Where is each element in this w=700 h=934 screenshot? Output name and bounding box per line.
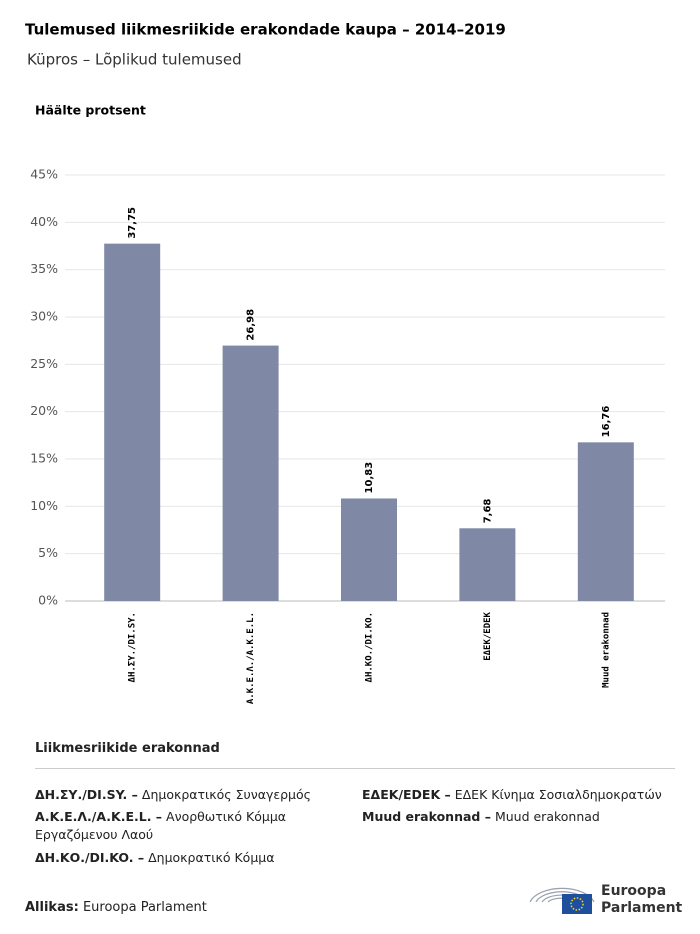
legend-abbr: Muud erakonnad – (362, 809, 491, 824)
x-tick-label: A.K.E.Λ./A.K.E.L. (246, 612, 256, 704)
legend-description: ΕΔΕΚ Κίνημα Σοσιαλδημοκρατών (454, 787, 662, 802)
chart-subtitle: Küpros – Lõplikud tulemused (27, 51, 242, 69)
value-label: 37,75 (127, 207, 138, 239)
y-tick-label: 30% (30, 309, 58, 324)
x-tick-label: ΔΗ.ΚΟ./DI.KO. (365, 612, 375, 682)
x-tick-label: ΔΗ.ΣΥ./DI.SY. (128, 612, 138, 682)
y-tick-label: 15% (30, 451, 58, 466)
legend-abbr: A.K.E.Λ./A.K.E.L. – (35, 809, 163, 824)
source-label: Allikas: (25, 900, 79, 915)
chart: Tulemused liikmesriikide erakondade kaup… (25, 21, 665, 704)
logo: Euroopa Parlament (529, 883, 683, 916)
y-tick-label: 0% (38, 593, 58, 608)
legend-item: ΔΗ.ΚΟ./DI.KO. – Δημοκρατικό Κόμμα (35, 849, 325, 867)
y-tick-label: 45% (30, 167, 58, 182)
legend-abbr: ΕΔΕΚ/EDEK – (362, 787, 451, 802)
legend-item: Muud erakonnad – Muud erakonnad (362, 808, 682, 826)
value-label: 10,83 (364, 462, 375, 494)
legend-item: ΕΔΕΚ/EDEK – ΕΔΕΚ Κίνημα Σοσιαλδημοκρατών (362, 786, 682, 804)
y-axis-label: Häälte protsent (35, 103, 146, 118)
divider (35, 768, 675, 769)
legend-description: Muud erakonnad (494, 809, 600, 824)
bar (104, 243, 161, 601)
bar (341, 498, 397, 601)
y-tick-label: 20% (30, 403, 58, 418)
legend-item: ΔΗ.ΣΥ./DI.SY. – Δημοκρατικός Συναγερμός (35, 786, 325, 804)
y-tick-label: 25% (30, 356, 58, 371)
y-tick-label: 5% (38, 545, 58, 560)
bar (222, 345, 279, 601)
legend-description: Ανορθωτικό Κόμμα Εργαζόμενου Λαού (35, 809, 287, 842)
legend-description: Δημοκρατικό Κόμμα (148, 850, 275, 865)
legend-abbr: ΔΗ.ΣΥ./DI.SY. – (35, 787, 138, 802)
x-tick-label: Muud erakonnad (601, 612, 611, 688)
chart-title: Tulemused liikmesriikide erakondade kaup… (25, 21, 506, 39)
legend-item: A.K.E.Λ./A.K.E.L. – Ανορθωτικό Κόμμα Εργ… (35, 808, 295, 844)
bar (459, 528, 516, 601)
bar (577, 442, 634, 601)
y-tick-label: 40% (30, 214, 58, 229)
legend-description: Δημοκρατικός Συναγερμός (141, 787, 311, 802)
value-label: 7,68 (482, 499, 493, 524)
value-label: 16,76 (601, 406, 612, 438)
logo-text: Euroopa (601, 883, 666, 899)
source: Allikas: Euroopa Parlament (25, 899, 207, 917)
y-tick-label: 35% (30, 261, 58, 276)
y-tick-label: 10% (30, 498, 58, 513)
value-label: 26,98 (246, 309, 257, 341)
source-text: Euroopa Parlament (82, 900, 207, 915)
legend-abbr: ΔΗ.ΚΟ./DI.KO. – (35, 850, 145, 865)
logo-text: Parlament (601, 900, 683, 916)
legend-title: Liikmesriikide erakonnad (35, 741, 220, 756)
x-tick-label: ΕΔΕΚ/EDEK (483, 611, 493, 660)
